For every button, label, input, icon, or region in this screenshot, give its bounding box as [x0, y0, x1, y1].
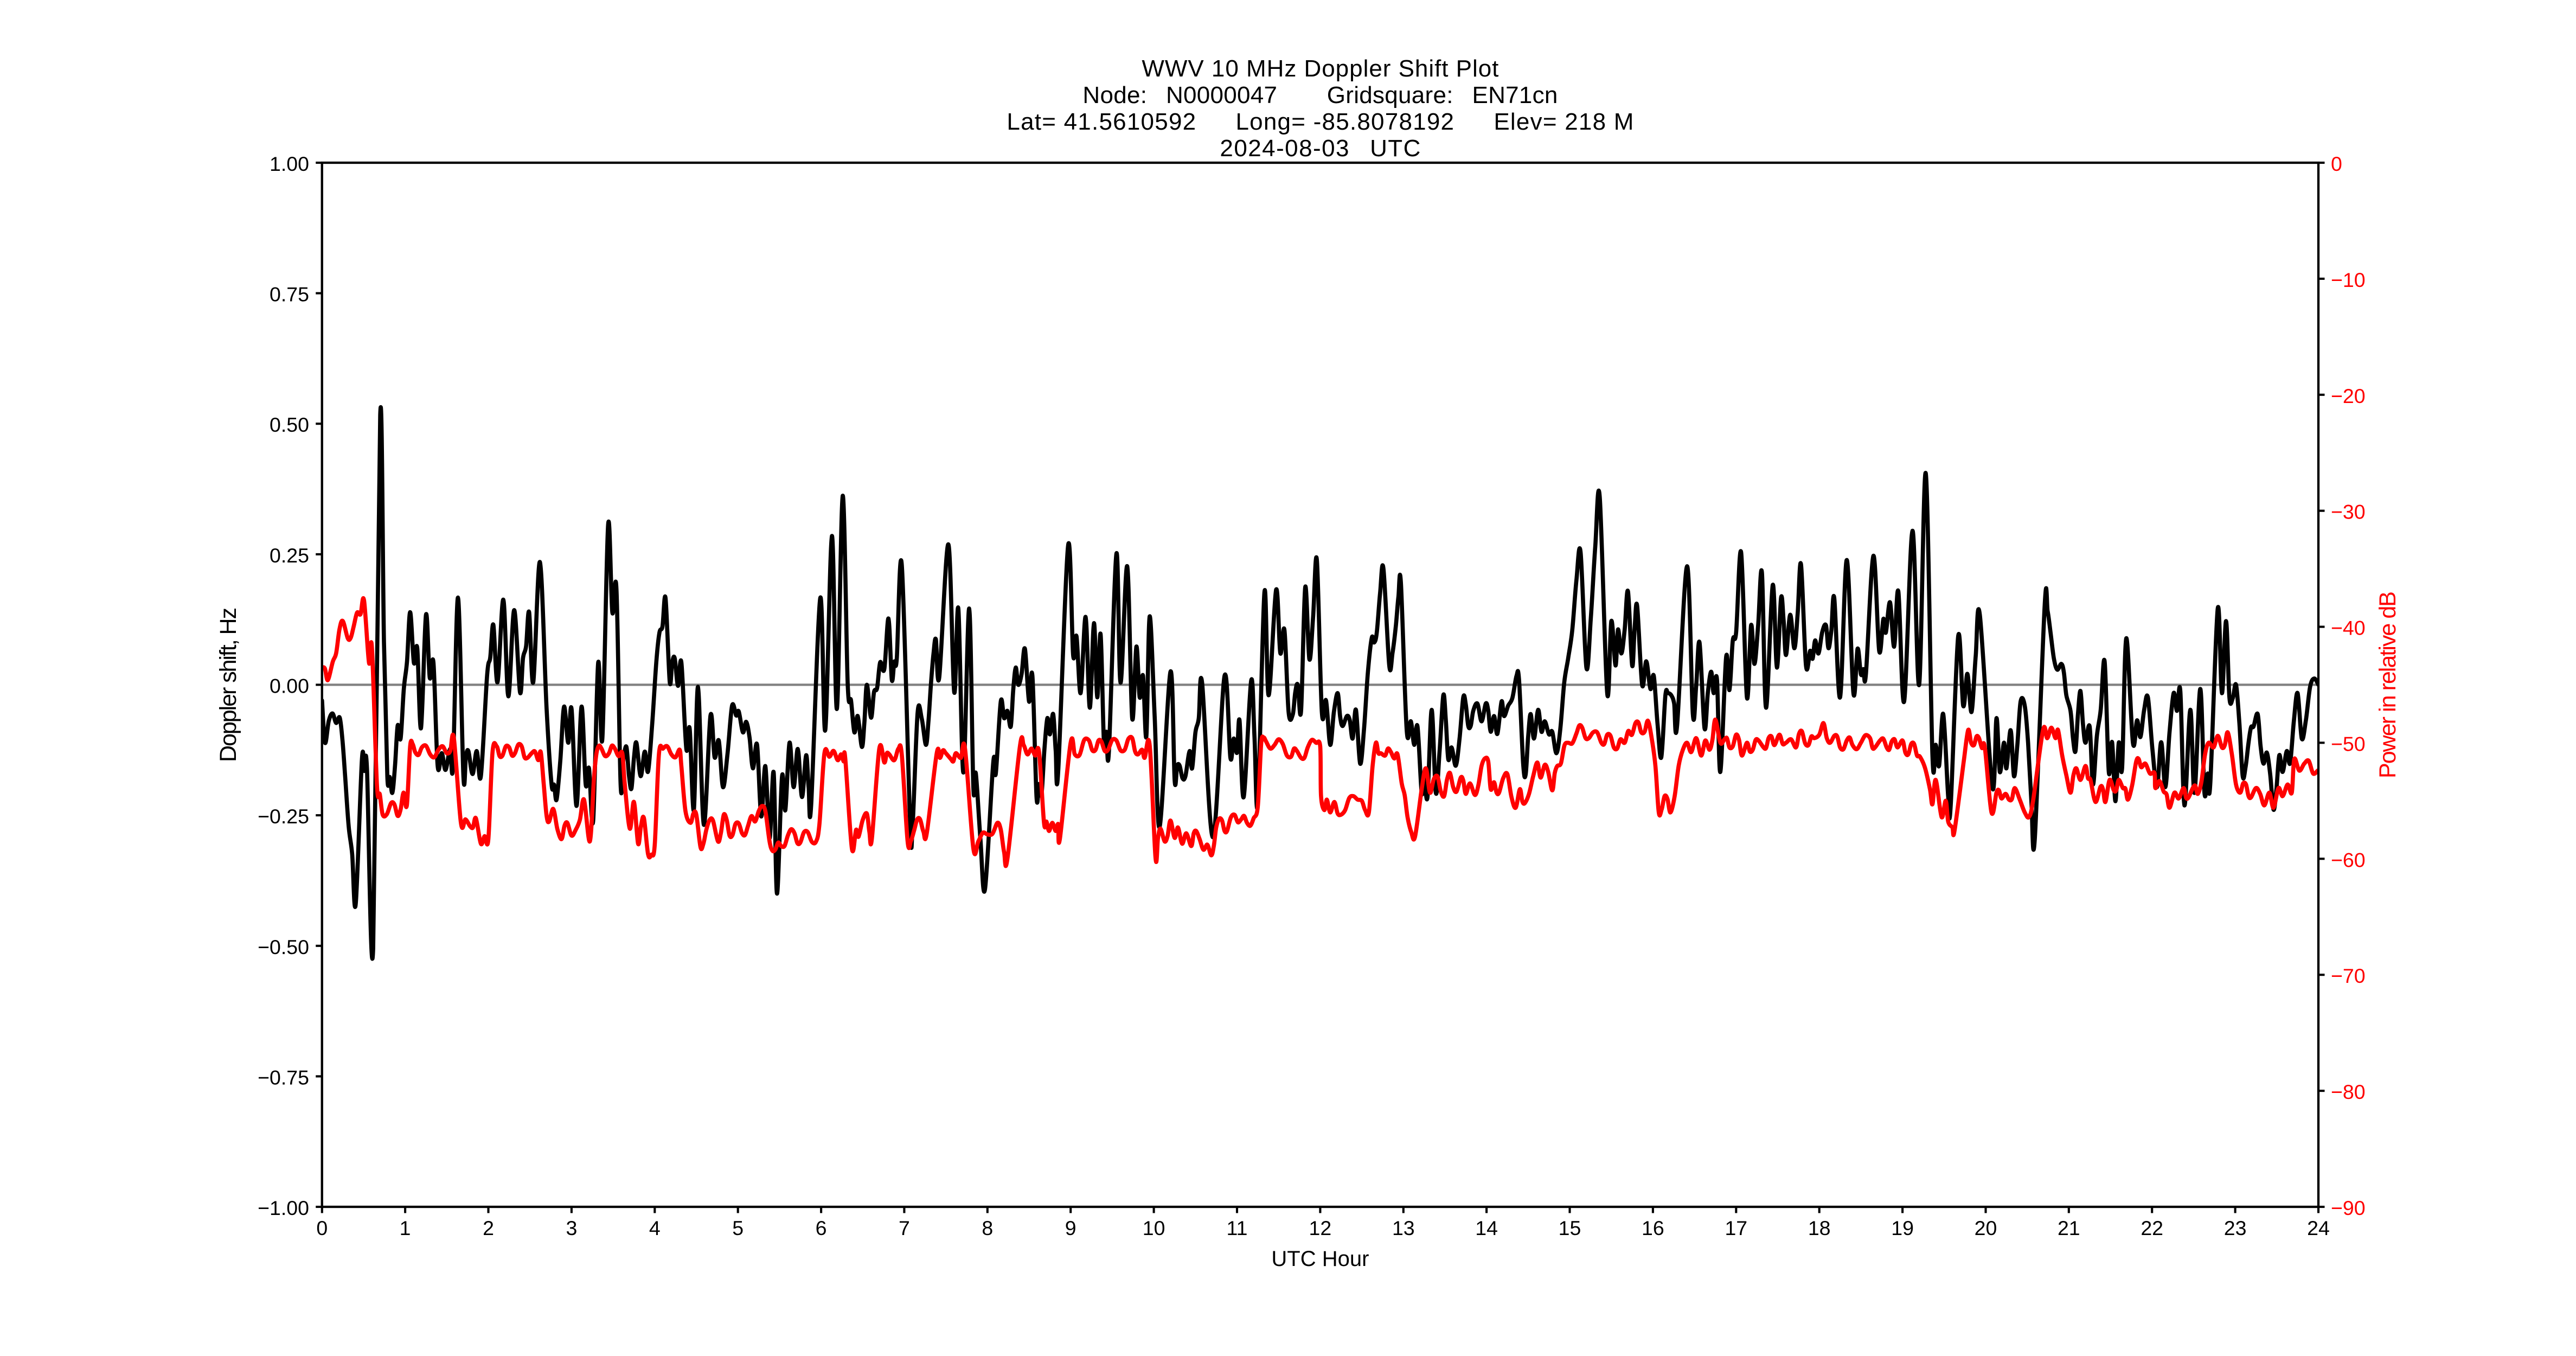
svg-text:0: 0 — [2331, 152, 2342, 175]
svg-text:2024-08-03 UTC: 2024-08-03 UTC — [1220, 135, 1420, 162]
svg-text:−30: −30 — [2331, 501, 2366, 523]
svg-text:−70: −70 — [2331, 964, 2366, 987]
svg-text:−60: −60 — [2331, 848, 2366, 871]
svg-text:−20: −20 — [2331, 385, 2366, 407]
svg-text:3: 3 — [566, 1217, 577, 1239]
svg-text:−80: −80 — [2331, 1080, 2366, 1103]
svg-text:Node: N0000047 Gridsquare:: Node: N0000047 Gridsquare: EN71cn — [1082, 82, 1558, 108]
svg-text:23: 23 — [2224, 1217, 2247, 1239]
svg-text:−10: −10 — [2331, 268, 2366, 291]
svg-text:0.00: 0.00 — [270, 675, 309, 698]
svg-text:0.50: 0.50 — [270, 413, 309, 436]
svg-text:0.75: 0.75 — [270, 283, 309, 306]
svg-text:−90: −90 — [2331, 1197, 2366, 1219]
svg-text:18: 18 — [1808, 1217, 1831, 1239]
svg-text:17: 17 — [1725, 1217, 1747, 1239]
svg-text:Lat= 41.5610592 Long= -85.80: Lat= 41.5610592 Long= -85.8078192 Elev= … — [1007, 108, 1633, 135]
svg-text:13: 13 — [1392, 1217, 1415, 1239]
svg-text:0: 0 — [316, 1217, 328, 1239]
svg-text:19: 19 — [1891, 1217, 1914, 1239]
svg-text:WWV 10 MHz Doppler Shift Plot: WWV 10 MHz Doppler Shift Plot — [1142, 55, 1498, 82]
svg-text:−0.75: −0.75 — [258, 1066, 309, 1089]
svg-text:8: 8 — [982, 1217, 993, 1239]
svg-text:22: 22 — [2141, 1217, 2163, 1239]
svg-text:15: 15 — [1559, 1217, 1581, 1239]
svg-text:−0.50: −0.50 — [258, 936, 309, 958]
svg-text:7: 7 — [899, 1217, 910, 1239]
svg-text:12: 12 — [1309, 1217, 1332, 1239]
svg-text:0.25: 0.25 — [270, 544, 309, 567]
svg-text:−40: −40 — [2331, 617, 2366, 639]
svg-text:−50: −50 — [2331, 732, 2366, 755]
svg-text:21: 21 — [2058, 1217, 2080, 1239]
svg-text:1.00: 1.00 — [270, 152, 309, 175]
svg-text:5: 5 — [732, 1217, 744, 1239]
svg-text:11: 11 — [1227, 1217, 1248, 1239]
svg-text:6: 6 — [816, 1217, 827, 1239]
svg-text:4: 4 — [649, 1217, 661, 1239]
svg-text:−0.25: −0.25 — [258, 805, 309, 828]
svg-text:Doppler shift, Hz: Doppler shift, Hz — [215, 607, 241, 762]
svg-text:−1.00: −1.00 — [258, 1197, 309, 1219]
svg-text:Power in relative dB: Power in relative dB — [2375, 591, 2401, 778]
svg-text:20: 20 — [1975, 1217, 1997, 1239]
svg-text:16: 16 — [1642, 1217, 1664, 1239]
svg-text:9: 9 — [1065, 1217, 1076, 1239]
svg-text:2: 2 — [483, 1217, 494, 1239]
svg-text:24: 24 — [2307, 1217, 2330, 1239]
svg-text:14: 14 — [1475, 1217, 1498, 1239]
svg-text:10: 10 — [1143, 1217, 1165, 1239]
svg-text:UTC Hour: UTC Hour — [1271, 1247, 1369, 1271]
svg-text:1: 1 — [400, 1217, 411, 1239]
